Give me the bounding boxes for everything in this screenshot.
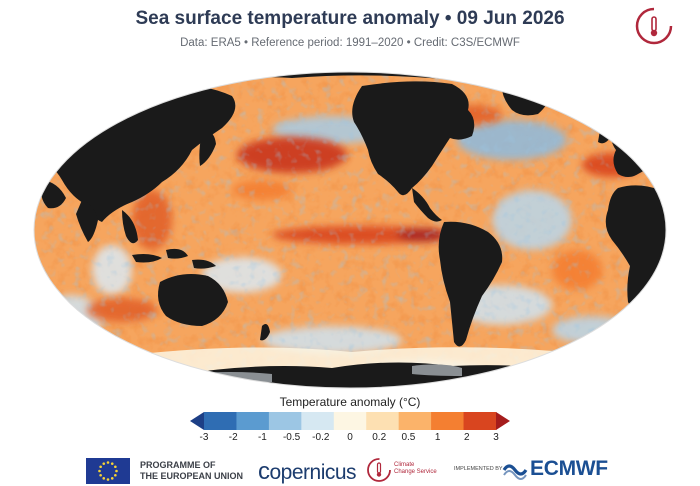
colorbar-tick-label: -3 xyxy=(199,432,209,443)
colorbar-tick-label: 0.5 xyxy=(401,432,416,443)
c3s-line-1: Climate xyxy=(394,462,415,468)
colorbar-tick-label: -1 xyxy=(257,432,267,443)
colorbar-segment xyxy=(366,412,400,430)
c3s-footer-label: Climate Change Service xyxy=(394,462,437,476)
sst-anomaly-map xyxy=(33,71,667,389)
footer-logos: PROGRAMME OF THE EUROPEAN UNION copernic… xyxy=(0,452,700,485)
colorbar-segment xyxy=(463,412,497,430)
chart-title: Sea surface temperature anomaly • 09 Jun… xyxy=(135,8,565,29)
ecmwf-logo-icon xyxy=(502,464,528,480)
colorbar-tick-label: 3 xyxy=(493,432,499,443)
implemented-by-label: IMPLEMENTED BY xyxy=(454,466,503,472)
c3s-logo-icon xyxy=(635,7,673,45)
colorbar-segment xyxy=(204,412,237,430)
colorbar-tick-label: -0.5 xyxy=(282,432,301,443)
colorbar-segment xyxy=(236,412,270,430)
eu-line-2: THE EUROPEAN UNION xyxy=(140,471,244,481)
ecmwf-wordmark: ECMWF xyxy=(530,457,608,480)
colorbar-tick-label: -0.2 xyxy=(312,432,330,443)
colorbar-segment xyxy=(301,412,335,430)
chart-subtitle: Data: ERA5 • Reference period: 1991–2020… xyxy=(180,37,520,49)
c3s-footer-icon xyxy=(367,458,391,482)
eu-flag-icon xyxy=(86,458,130,484)
colorbar-extend-high xyxy=(496,412,510,430)
colorbar-tick-label: 0 xyxy=(347,432,353,443)
colorbar-tick-label: 1 xyxy=(434,432,441,443)
colorbar-segment xyxy=(398,412,432,430)
colorbar-tick-label: -2 xyxy=(228,432,238,443)
copernicus-logo: copernicus xyxy=(258,458,357,485)
colorbar-segment xyxy=(431,412,465,430)
c3s-line-2: Change Service xyxy=(394,469,437,475)
eu-programme-label: PROGRAMME OF THE EUROPEAN UNION xyxy=(140,460,243,482)
colorbar-tick-label: 0.2 xyxy=(372,432,387,443)
colorbar xyxy=(190,412,510,430)
colorbar-tick-label: 2 xyxy=(464,432,470,443)
colorbar-extend-low xyxy=(190,412,204,430)
eu-line-1: PROGRAMME OF xyxy=(140,460,216,470)
colorbar-segment xyxy=(333,412,367,430)
copernicus-wordmark: opernicus xyxy=(269,461,357,484)
colorbar-title: Temperature anomaly (°C) xyxy=(279,395,421,409)
colorbar-segment xyxy=(268,412,302,430)
